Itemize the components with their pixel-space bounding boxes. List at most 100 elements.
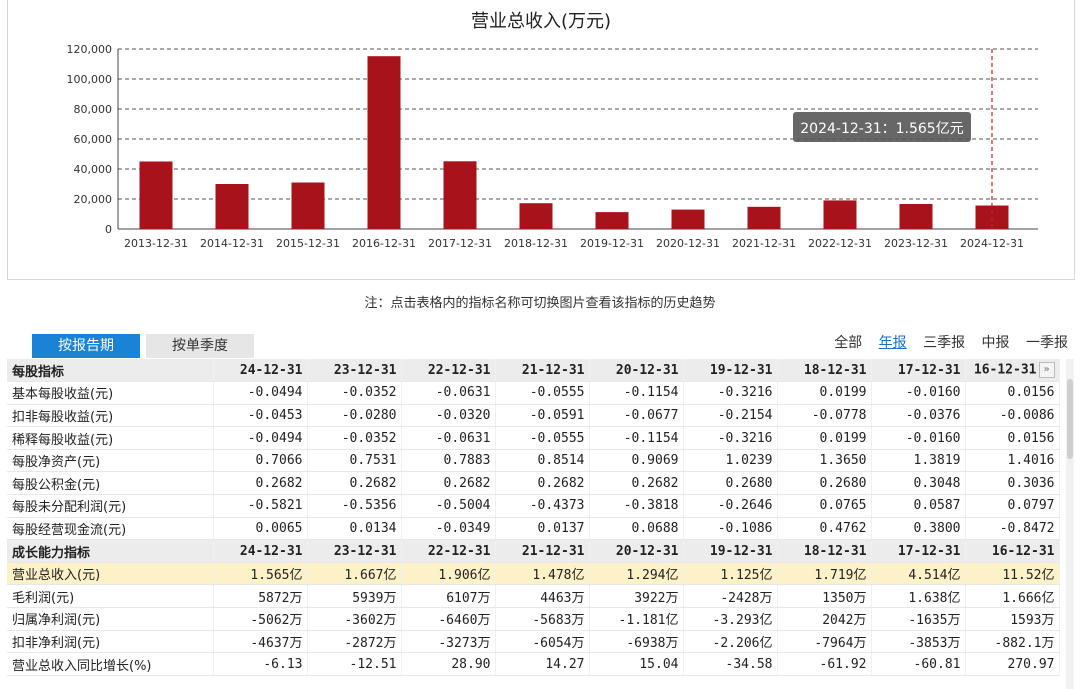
indicator-name[interactable]: 每股经营现金流(元) [7, 517, 214, 541]
bar-2015-12-31[interactable] [291, 182, 325, 230]
tab-report-period[interactable]: 按报告期 [32, 334, 140, 358]
indicator-name[interactable]: 基本每股收益(元) [7, 381, 214, 405]
table-cell: -0.0494 [213, 426, 308, 450]
column-header: 17-12-31 [871, 359, 966, 383]
table-cell: 0.3036 [965, 471, 1060, 496]
table-cell: 0.2682 [401, 471, 496, 496]
x-tick-label: 2024-12-31 [960, 237, 1024, 250]
scroll-right-icon[interactable]: » [1038, 362, 1055, 379]
filter-all[interactable]: 全部 [834, 335, 863, 351]
table-cell: 270.97 [965, 652, 1060, 676]
indicator-name[interactable]: 营业总收入(元) [7, 562, 214, 586]
filter-q3[interactable]: 三季报 [923, 335, 966, 351]
y-tick-label: 100,000 [67, 73, 113, 86]
x-tick-label: 2022-12-31 [808, 237, 872, 250]
table-cell: -0.0376 [871, 404, 966, 428]
table-cell: -0.0160 [871, 426, 966, 450]
table-cell: -0.5821 [213, 494, 308, 518]
indicator-name[interactable]: 扣非每股收益(元) [7, 404, 214, 428]
filter-q1[interactable]: 一季报 [1026, 335, 1068, 351]
table-cell: 6107万 [401, 584, 496, 609]
chart-note: 注：点击表格内的指标名称可切换图片查看该指标的历史趋势 [364, 296, 716, 311]
table-row: 扣非净利润(元) -4637万 -2872万 -3273万 -6054万 -6938万 -2… [7, 630, 1060, 654]
table-cell: -60.81 [871, 652, 966, 676]
column-header: 24-12-31 [213, 539, 308, 563]
table-cell: -0.0352 [307, 426, 402, 450]
table-cell: 4.514亿 [871, 562, 966, 586]
table-cell: 5939万 [307, 584, 402, 609]
table-cell: -0.8472 [965, 517, 1060, 541]
table-cell: 4463万 [495, 584, 590, 609]
indicator-name[interactable]: 毛利润(元) [7, 584, 214, 609]
column-header: 18-12-31 [777, 539, 872, 563]
table-cell: -3602万 [307, 607, 402, 631]
table-cell: 1593万 [965, 607, 1060, 631]
bar-2023-12-31[interactable] [899, 203, 933, 229]
table-cell: -0.0677 [589, 404, 684, 428]
filter-annual[interactable]: 年报 [878, 335, 907, 351]
table-cell: 5872万 [213, 584, 308, 609]
indicator-name[interactable]: 营业总收入同比增长(%) [7, 652, 214, 676]
indicator-name[interactable]: 归属净利润(元) [7, 607, 214, 631]
table-cell: -0.3216 [683, 381, 778, 405]
table-cell: -0.0352 [307, 381, 402, 405]
table-cell: 0.8514 [495, 449, 590, 473]
bar-2013-12-31[interactable] [139, 161, 173, 230]
bar-2020-12-31[interactable] [671, 209, 705, 229]
table-cell: -5683万 [495, 607, 590, 631]
column-header: 24-12-31 [213, 359, 308, 383]
x-tick-label: 2016-12-31 [352, 237, 416, 250]
table-cell: -0.0631 [401, 426, 496, 450]
indicator-name[interactable]: 每股未分配利润(元) [7, 494, 214, 518]
table-cell: -3853万 [871, 630, 966, 654]
table-cell: -0.3818 [589, 494, 684, 518]
table-cell: -3273万 [401, 630, 496, 654]
bar-2018-12-31[interactable] [519, 203, 553, 229]
column-header: 20-12-31 [589, 359, 684, 383]
bar-2022-12-31[interactable] [823, 200, 857, 229]
table-cell: 0.2682 [589, 471, 684, 496]
table-cell: -34.58 [683, 652, 778, 676]
table-cell: 0.7066 [213, 449, 308, 473]
y-tick-label: 120,000 [67, 43, 113, 56]
table-cell: -6938万 [589, 630, 684, 654]
table-cell: 0.0797 [965, 494, 1060, 518]
table-cell: -2872万 [307, 630, 402, 654]
table-cell: 0.0134 [307, 517, 402, 541]
table-scrollbar[interactable] [1066, 359, 1074, 689]
tab-single-quarter[interactable]: 按单季度 [146, 334, 254, 358]
bar-2014-12-31[interactable] [215, 184, 249, 229]
table-cell: -12.51 [307, 652, 402, 676]
bar-2021-12-31[interactable] [747, 206, 781, 229]
column-header: 23-12-31 [307, 359, 402, 383]
tooltip-text: 2024-12-31：1.565亿元 [800, 121, 963, 137]
filter-half-year[interactable]: 中报 [981, 335, 1010, 351]
bar-2019-12-31[interactable] [595, 212, 629, 229]
indicator-name[interactable]: 每股净资产(元) [7, 449, 214, 473]
y-tick-label: 20,000 [74, 193, 113, 206]
revenue-chart-panel: 营业总收入(万元) 0 20,000 40,000 60,000 80,000 100,00… [7, 0, 1075, 280]
table-cell: 0.3800 [871, 517, 966, 541]
table-cell: 1.666亿 [965, 584, 1060, 609]
column-header: 16-12-31» [965, 359, 1060, 383]
column-header-label: 16-12-31 [973, 362, 1037, 378]
bar-2016-12-31[interactable] [367, 56, 401, 230]
x-tick-label: 2017-12-31 [428, 237, 492, 250]
table-row: 每股公积金(元) 0.2682 0.2682 0.2682 0.2682 0.2682 0.… [7, 471, 1060, 496]
table-cell: -5062万 [213, 607, 308, 631]
table-cell: -4637万 [213, 630, 308, 654]
section-header-row: 成长能力指标 24-12-31 23-12-31 22-12-31 21-12-31 20… [7, 539, 1060, 563]
table-cell: -0.0280 [307, 404, 402, 428]
x-tick-label: 2020-12-31 [656, 237, 720, 250]
bar-2017-12-31[interactable] [443, 161, 477, 229]
table-cell: -0.0555 [495, 381, 590, 405]
table-cell: 0.2682 [495, 471, 590, 496]
table-cell: 0.9069 [589, 449, 684, 473]
indicator-name[interactable]: 稀释每股收益(元) [7, 426, 214, 450]
indicator-name[interactable]: 扣非净利润(元) [7, 630, 214, 654]
table-cell: -0.0778 [777, 404, 872, 428]
scrollbar-thumb[interactable] [1067, 379, 1073, 459]
indicator-name[interactable]: 每股公积金(元) [7, 471, 214, 496]
table-cell: 0.0587 [871, 494, 966, 518]
column-header: 23-12-31 [307, 539, 402, 563]
